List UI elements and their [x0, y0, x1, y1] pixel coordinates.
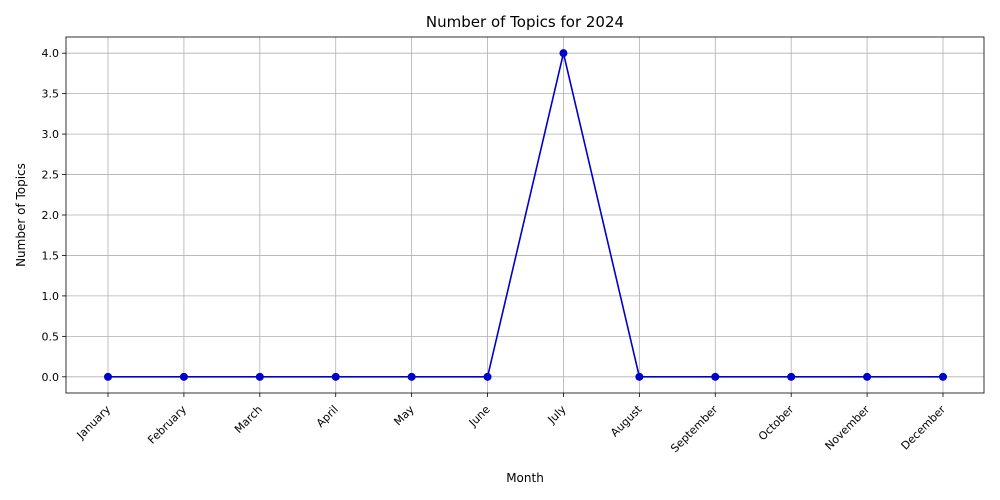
x-axis-label: Month: [506, 471, 544, 485]
y-tick-label: 3.0: [42, 128, 60, 141]
data-point: [104, 372, 112, 381]
data-point: [787, 372, 796, 381]
x-tick-label: November: [823, 403, 873, 453]
series-line: [104, 49, 947, 381]
data-point: [255, 372, 264, 381]
y-tick-label: 0.0: [42, 371, 60, 384]
series-polyline: [108, 52, 943, 378]
y-tick-label: 0.5: [42, 330, 60, 343]
y-axis-label: Number of Topics: [14, 163, 28, 267]
x-tick-label: April: [314, 403, 341, 430]
data-point: [407, 372, 416, 381]
x-tick-label: May: [391, 403, 417, 429]
y-tick-label: 2.0: [42, 209, 60, 222]
data-point: [331, 372, 340, 381]
x-tick-label: September: [668, 403, 721, 456]
data-point: [711, 372, 720, 381]
data-point: [179, 372, 188, 381]
x-tick-label: October: [756, 403, 797, 444]
x-axis: January February March April May June July Augu…: [74, 393, 949, 456]
x-tick-label: August: [608, 402, 645, 439]
data-point: [863, 372, 872, 381]
x-tick-label: February: [145, 403, 189, 447]
y-tick-label: 1.5: [42, 249, 60, 262]
data-point: [635, 372, 644, 381]
x-tick-label: June: [466, 403, 493, 430]
y-tick-label: 2.5: [42, 169, 60, 182]
data-point: [559, 49, 568, 58]
data-point: [939, 372, 947, 381]
y-tick-label: 3.5: [42, 88, 60, 101]
data-point: [483, 372, 492, 381]
x-tick-label: July: [545, 403, 569, 427]
chart-title: Number of Topics for 2024: [426, 13, 624, 31]
y-tick-label: 4.0: [42, 47, 60, 60]
y-axis: 0.0 0.5 1.0 1.5 2.0 2.5 3.0 3.5 4.0: [42, 47, 66, 384]
x-tick-label: December: [899, 403, 949, 453]
y-tick-label: 1.0: [42, 290, 60, 303]
x-tick-label: March: [232, 403, 265, 436]
x-tick-label: January: [74, 403, 114, 443]
